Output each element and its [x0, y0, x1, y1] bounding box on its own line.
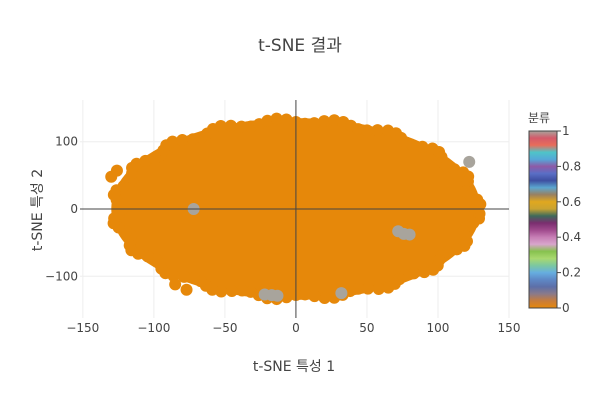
chart-title: t-SNE 결과	[258, 36, 342, 56]
cloud-edge-point	[261, 114, 274, 127]
data-point	[271, 289, 284, 302]
x-tick-label: −150	[66, 321, 99, 335]
colorbar-tick-label: 0.6	[562, 195, 581, 209]
cloud-edge-point	[450, 243, 463, 256]
colorbar-tick-label: 1	[562, 124, 570, 138]
colorbar	[528, 130, 558, 309]
cloud-edge-point	[361, 124, 374, 137]
cloud-edge-point	[328, 114, 341, 127]
cloud-edge-point	[299, 288, 312, 301]
data-point	[463, 155, 476, 168]
zero-lines	[80, 100, 509, 318]
cloud-edge-point	[418, 266, 431, 279]
y-axis-ticks: −100 0 100	[45, 135, 78, 284]
data-point	[169, 278, 182, 291]
x-tick-label: 150	[498, 321, 521, 335]
cloud-edge-point	[382, 281, 395, 294]
x-axis-ticks: −150 −100 −50 0 50 100 150	[66, 321, 520, 335]
colorbar-ticks: 0 0.2 0.4 0.6 0.8 1	[557, 124, 581, 315]
x-tick-label: −50	[212, 321, 237, 335]
cloud-edge-point	[406, 139, 419, 152]
cloud-edge-point	[139, 154, 152, 167]
x-tick-label: 0	[292, 321, 300, 335]
y-tick-label: 100	[55, 135, 78, 149]
colorbar-title: 분류	[528, 111, 550, 125]
cloud-edge-point	[235, 120, 248, 133]
y-tick-label: 0	[70, 202, 78, 216]
x-tick-label: 100	[427, 321, 450, 335]
cloud-edge-point	[166, 135, 179, 148]
colorbar-tick-label: 0.8	[562, 159, 581, 173]
cloud-edge-point	[141, 250, 154, 263]
x-tick-label: −100	[137, 321, 170, 335]
cloud-edge-point	[308, 117, 321, 130]
data-point	[335, 287, 348, 300]
colorbar-tick-label: 0	[562, 301, 570, 315]
cloud-edge-point	[318, 115, 331, 128]
data-point	[180, 283, 193, 296]
cloud-edge-point	[270, 112, 283, 125]
cloud-edge-point	[352, 123, 365, 136]
cloud-edge-point	[280, 113, 293, 126]
cloud-edge-point	[224, 119, 237, 132]
y-axis-title: t-SNE 특성 2	[30, 169, 46, 251]
cloud-edge-point	[416, 140, 429, 153]
cloud-edge-point	[236, 284, 249, 297]
cloud-edge-point	[299, 117, 312, 130]
x-tick-label: 50	[359, 321, 374, 335]
cloud-edge-point	[178, 270, 191, 283]
cloud-edge-point	[214, 120, 227, 133]
colorbar-tick-label: 0.2	[562, 266, 581, 280]
colorbar-tick-label: 0.4	[562, 230, 581, 244]
x-axis-title: t-SNE 특성 1	[253, 359, 335, 375]
cloud-edge-point	[372, 282, 385, 295]
cloud-edge-point	[176, 134, 189, 147]
cloud-edge-point	[280, 291, 293, 304]
cloud-edge-point	[215, 285, 228, 298]
data-point	[110, 164, 123, 177]
cloud-edge-point	[308, 290, 321, 303]
data-point	[403, 228, 416, 241]
cloud-edge-point	[187, 272, 200, 285]
cloud-edge-point	[474, 198, 487, 211]
cloud-edge-point	[361, 282, 374, 295]
cloud-edge-point	[371, 124, 384, 137]
points-layer	[105, 155, 476, 302]
cloud-edge-point	[318, 291, 331, 304]
y-tick-label: −100	[45, 269, 78, 283]
cloud-edge-point	[225, 285, 238, 298]
